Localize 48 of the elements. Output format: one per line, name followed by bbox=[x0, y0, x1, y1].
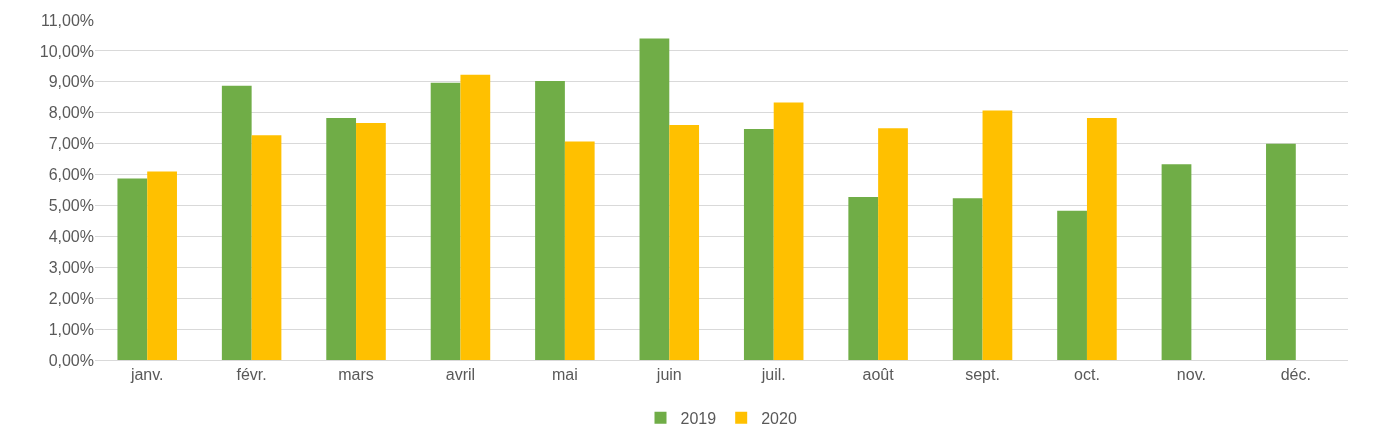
x-tick-label: mars bbox=[338, 366, 374, 384]
y-tick-label: 4,00% bbox=[48, 227, 94, 245]
bar bbox=[221, 85, 252, 360]
legend-label: 2019 bbox=[680, 409, 717, 427]
x-tick-label: févr. bbox=[236, 366, 267, 384]
y-tick-label: 5,00% bbox=[48, 197, 94, 215]
y-tick-label: 6,00% bbox=[48, 166, 94, 184]
bar bbox=[743, 129, 774, 360]
x-tick-label: déc. bbox=[1280, 366, 1311, 384]
y-tick-label: 3,00% bbox=[48, 258, 94, 276]
bar bbox=[326, 117, 357, 360]
bar bbox=[773, 102, 804, 360]
bar bbox=[952, 198, 983, 360]
bar bbox=[430, 82, 461, 360]
x-tick-label: août bbox=[862, 366, 895, 384]
y-tick-label: 8,00% bbox=[48, 104, 94, 122]
x-tick-label: juin bbox=[655, 366, 682, 384]
bar bbox=[848, 197, 879, 360]
x-tick-label: sept. bbox=[965, 366, 1000, 384]
bar bbox=[356, 122, 386, 360]
x-tick-label: oct. bbox=[1074, 366, 1100, 384]
y-tick-label: 9,00% bbox=[48, 73, 94, 91]
x-tick-label: mai bbox=[551, 366, 578, 384]
bar bbox=[117, 178, 148, 360]
y-tick-label: 2,00% bbox=[48, 289, 94, 307]
bar bbox=[251, 135, 282, 360]
y-tick-label: 0,00% bbox=[48, 351, 94, 369]
bar bbox=[878, 128, 908, 360]
x-tick-label: janv. bbox=[129, 366, 164, 384]
y-tick-label: 7,00% bbox=[48, 135, 94, 153]
bar bbox=[1086, 117, 1117, 360]
bar bbox=[147, 171, 177, 360]
bar bbox=[669, 125, 700, 360]
x-tick-label: nov. bbox=[1176, 366, 1206, 384]
y-tick-label: 10,00% bbox=[39, 42, 94, 60]
bar bbox=[535, 80, 565, 360]
y-tick-label: 11,00% bbox=[40, 11, 94, 29]
bar bbox=[1161, 164, 1192, 360]
x-tick-label: juil. bbox=[760, 366, 786, 384]
bar bbox=[639, 38, 670, 360]
bar bbox=[1057, 210, 1087, 360]
bar bbox=[1266, 143, 1296, 360]
y-tick-label: 1,00% bbox=[48, 320, 94, 338]
x-tick-label: avril bbox=[445, 366, 476, 384]
bar bbox=[982, 110, 1013, 360]
bar bbox=[564, 141, 595, 360]
legend-label: 2020 bbox=[761, 409, 797, 427]
bar bbox=[460, 74, 491, 360]
